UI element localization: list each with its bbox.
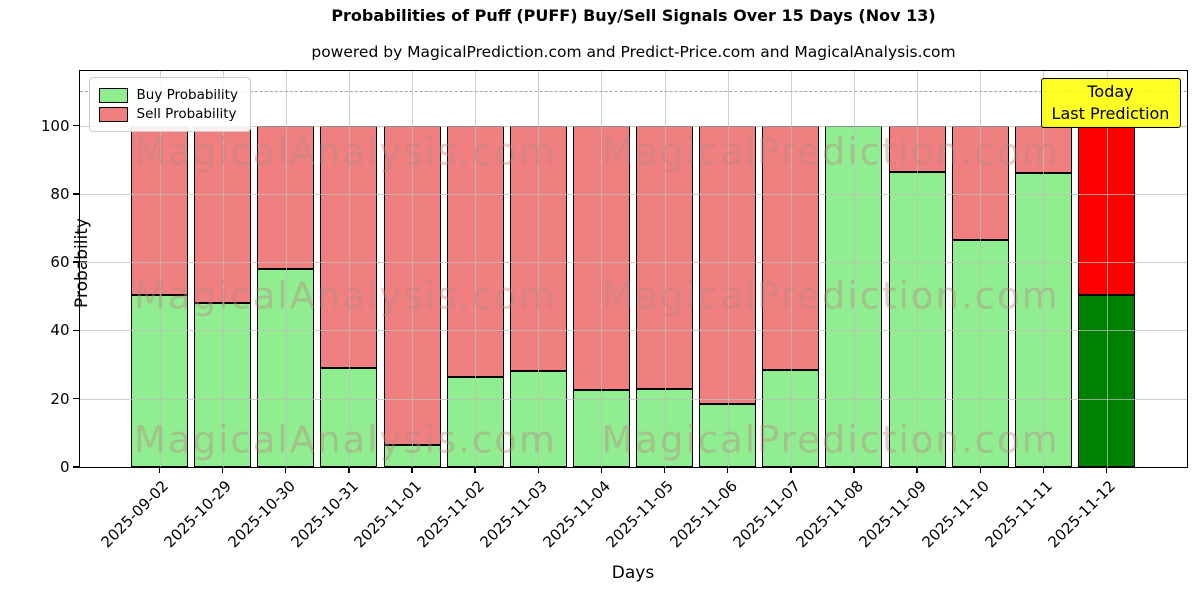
- watermark-text: MagicalAnalysis.com: [134, 274, 557, 318]
- x-tick-label-text: 2025-11-09: [855, 477, 930, 552]
- y-tick-label: 20: [50, 389, 70, 408]
- legend-item-buy: Buy Probability: [98, 87, 238, 103]
- sell-color-swatch-icon: [98, 106, 128, 122]
- x-gridline: [348, 71, 350, 467]
- x-tick-mark: [600, 468, 603, 473]
- x-gridline: [727, 71, 729, 467]
- x-tick-mark: [285, 468, 287, 473]
- x-tick-mark: [411, 468, 413, 473]
- today-annotation-line2: Last Prediction: [1051, 104, 1170, 123]
- x-tick-label-text: 2025-10-29: [160, 477, 236, 552]
- y-gridline: [79, 262, 1187, 264]
- legend-label-buy: Buy Probability: [136, 87, 238, 103]
- legend-label-sell: Sell Probability: [136, 106, 237, 122]
- y-gridline: [79, 398, 1187, 400]
- x-tick-mark: [663, 468, 666, 473]
- x-tick-label-text: 2025-11-01: [350, 477, 425, 552]
- x-tick-label-text: 2025-10-31: [287, 477, 362, 552]
- chart-subtitle: powered by MagicalPrediction.com and Pre…: [311, 43, 956, 61]
- x-tick-label-text: 2025-11-04: [539, 477, 615, 552]
- x-tick-mark: [537, 468, 539, 473]
- y-tick-mark: [72, 398, 79, 400]
- x-axis-title: Days: [611, 563, 655, 583]
- x-tick-mark: [979, 468, 981, 473]
- y-gridline: [79, 125, 1187, 127]
- y-tick-label: 40: [50, 321, 70, 340]
- x-gridline: [601, 71, 603, 467]
- x-gridline: [790, 71, 792, 467]
- x-tick-label-text: 2025-11-11: [981, 477, 1057, 552]
- x-tick-label-text: 2025-11-02: [413, 477, 488, 552]
- x-tick-label-text: 2025-11-12: [1044, 477, 1120, 552]
- y-gridline: [79, 193, 1187, 195]
- x-gridline: [538, 71, 540, 467]
- threshold-dashed-line: [79, 91, 1187, 93]
- legend-item-sell: Sell Probability: [98, 106, 238, 122]
- x-gridline: [475, 71, 477, 467]
- x-tick-mark: [727, 468, 729, 473]
- watermark-text: MagicalAnalysis.com: [134, 130, 557, 174]
- buy-color-swatch-icon: [98, 87, 128, 103]
- plot-area: Probability Days Buy Probability Sell Pr…: [41, 70, 1188, 583]
- x-tick-mark: [916, 468, 918, 473]
- x-gridline: [285, 71, 287, 467]
- x-tick-mark: [158, 468, 161, 473]
- watermark-text: MagicalPrediction.com: [601, 130, 1060, 174]
- x-gridline: [1043, 71, 1045, 467]
- y-gridline: [79, 330, 1187, 332]
- x-tick-mark: [1105, 468, 1108, 473]
- y-tick-mark: [72, 466, 79, 468]
- watermark-text: MagicalAnalysis.com: [134, 418, 557, 462]
- watermark-text: MagicalPrediction.com: [601, 418, 1060, 462]
- chart-title: Probabilities of Puff (PUFF) Buy/Sell Si…: [331, 6, 936, 25]
- x-gridline: [853, 71, 855, 467]
- x-tick-mark: [853, 468, 855, 473]
- x-gridline: [1106, 71, 1108, 467]
- x-tick-label-text: 2025-11-05: [602, 477, 678, 552]
- legend: Buy Probability Sell Probability: [88, 77, 251, 132]
- y-tick-label: 60: [50, 253, 70, 272]
- y-tick-label: 0: [59, 458, 70, 476]
- x-tick-label-text: 2025-11-10: [918, 477, 993, 552]
- x-tick-label-text: 2025-11-08: [792, 477, 867, 552]
- x-tick-label-text: 2025-09-02: [97, 477, 173, 552]
- y-tick-mark: [72, 193, 79, 195]
- x-tick-mark: [474, 468, 476, 473]
- y-tick-mark: [72, 124, 79, 127]
- watermark-text: MagicalPrediction.com: [601, 274, 1060, 318]
- x-gridline: [159, 71, 161, 467]
- x-gridline: [980, 71, 982, 467]
- x-tick-mark: [221, 468, 224, 473]
- x-gridline: [412, 71, 414, 467]
- today-annotation: Today Last Prediction: [1040, 78, 1181, 128]
- x-tick-mark: [790, 468, 792, 473]
- y-tick-mark: [72, 261, 79, 263]
- y-tick-mark: [72, 329, 79, 332]
- y-tick-label: 80: [50, 184, 70, 203]
- y-tick-label: 100: [40, 116, 70, 135]
- x-tick-mark: [348, 468, 350, 473]
- today-annotation-line1: Today: [1087, 82, 1134, 101]
- x-gridline: [222, 71, 224, 467]
- x-gridline: [664, 71, 666, 467]
- x-tick-mark: [1042, 468, 1045, 473]
- x-gridline: [917, 71, 919, 467]
- x-tick-label-text: 2025-11-03: [476, 477, 552, 552]
- x-tick-label-text: 2025-10-30: [224, 477, 299, 552]
- x-tick-label-text: 2025-11-06: [666, 477, 741, 552]
